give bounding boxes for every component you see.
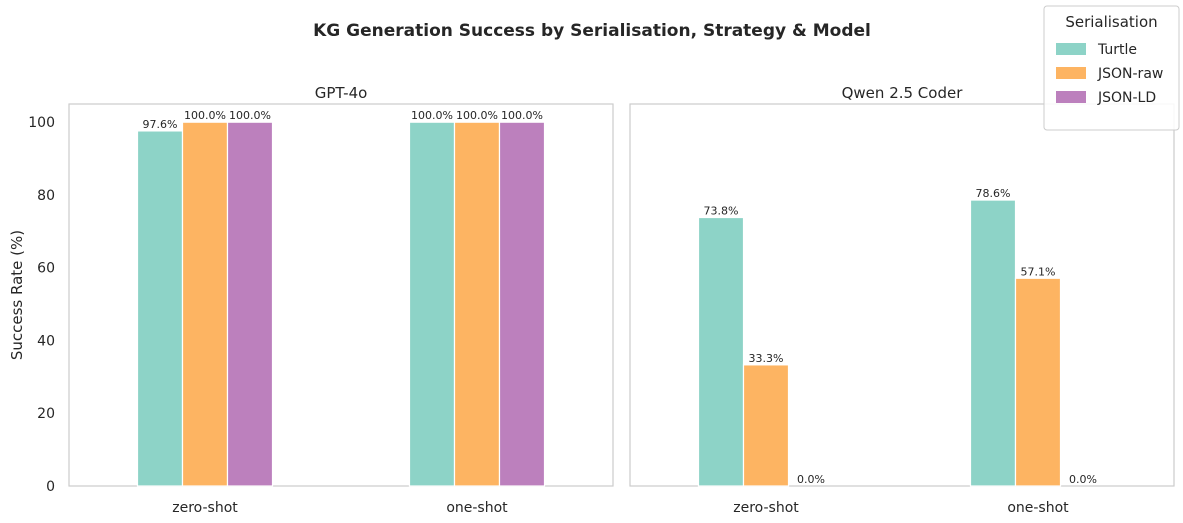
bar-turtle-zero-shot: [697, 216, 745, 487]
panel-title: GPT-4o: [315, 84, 368, 102]
data-label: 0.0%: [797, 473, 825, 486]
bar-turtle-one-shot: [969, 199, 1017, 487]
panel-qwen-2-5-coder: Qwen 2.5 Coder zero-shot 73.8% 33.3% 0.0% one…: [629, 84, 1175, 516]
y-tick-label: 80: [37, 188, 55, 204]
bar-turtle-one-shot: [408, 121, 456, 487]
data-label: 100.0%: [184, 109, 226, 122]
y-axis-label: Success Rate (%): [8, 230, 26, 360]
data-label: 100.0%: [229, 109, 271, 122]
y-tick-label: 20: [37, 406, 55, 422]
bar-json-ld-one-shot: [498, 121, 546, 487]
y-tick-label: 40: [37, 333, 55, 349]
bar-json-raw-one-shot: [1014, 277, 1062, 487]
legend-label-json-ld: JSON-LD: [1097, 90, 1156, 106]
bar-json-raw-zero-shot: [742, 364, 790, 487]
data-label: 78.6%: [976, 187, 1011, 200]
chart-title: KG Generation Success by Serialisation, …: [313, 21, 871, 41]
x-tick-label: one-shot: [446, 500, 508, 516]
y-tick-label: 60: [37, 261, 55, 277]
legend-swatch-json-ld: [1056, 91, 1086, 103]
plot-frame: [68, 103, 614, 487]
legend-title: Serialisation: [1065, 13, 1157, 31]
data-label: 57.1%: [1021, 265, 1056, 278]
x-tick-label: zero-shot: [733, 500, 799, 516]
data-label: 73.8%: [704, 205, 739, 218]
legend-label-json-raw: JSON-raw: [1097, 66, 1163, 82]
legend-swatch-turtle: [1056, 43, 1086, 55]
data-label: 100.0%: [456, 109, 498, 122]
legend-swatch-json-raw: [1056, 67, 1086, 79]
data-label: 97.6%: [143, 118, 178, 131]
data-label: 100.0%: [501, 109, 543, 122]
x-tick-label: zero-shot: [172, 500, 238, 516]
bar-json-raw-one-shot: [453, 121, 501, 487]
bar-turtle-zero-shot: [136, 130, 184, 487]
plot-frame: [629, 103, 1175, 487]
legend-label-turtle: Turtle: [1097, 42, 1137, 58]
panel-title: Qwen 2.5 Coder: [842, 84, 964, 102]
data-label: 0.0%: [1069, 473, 1097, 486]
legend: Serialisation Turtle JSON-raw JSON-LD: [1043, 5, 1180, 131]
x-tick-label: one-shot: [1007, 500, 1069, 516]
data-label: 33.3%: [749, 352, 784, 365]
data-label: 100.0%: [411, 109, 453, 122]
bar-json-raw-zero-shot: [181, 121, 229, 487]
y-tick-label: 100: [28, 115, 55, 131]
y-tick-label: 0: [46, 479, 55, 495]
bar-json-ld-zero-shot: [226, 121, 274, 487]
